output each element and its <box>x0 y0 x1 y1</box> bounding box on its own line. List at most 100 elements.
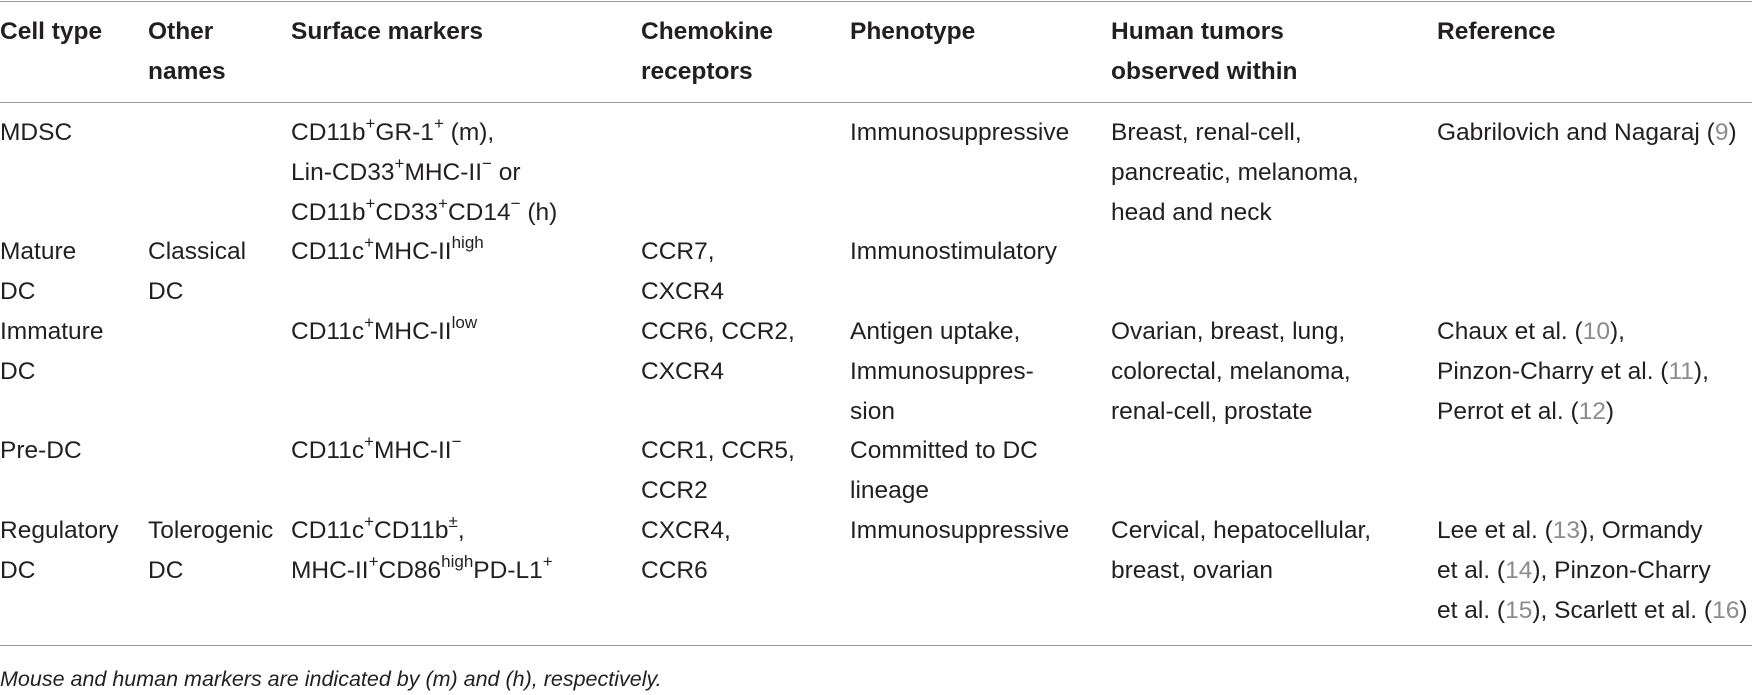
cell-type: Immature <box>0 318 104 345</box>
marker-text: CD33 <box>375 199 439 226</box>
chemokine-receptors: CCR1, CCR5, <box>641 437 795 464</box>
reference-text: ), Ormandy <box>1580 517 1703 544</box>
chemokine-receptors: CXCR4, <box>641 517 731 544</box>
reference-text: ) <box>1739 597 1748 624</box>
cell-type: DC <box>0 557 36 584</box>
marker-text: CD11b <box>374 517 449 544</box>
phenotype: Immunosuppres- <box>850 358 1034 385</box>
reference-number-link[interactable]: 12 <box>1578 398 1606 425</box>
reference-line: et al. (15), Scarlett et al. (16) <box>1437 591 1748 631</box>
marker-text: MHC-II <box>374 437 452 464</box>
cell-type: Mature <box>0 238 77 265</box>
header-human-tumors: Human tumors <box>1111 18 1284 45</box>
reference-number-link[interactable]: 16 <box>1712 597 1740 624</box>
marker-superscript: + <box>364 431 375 451</box>
marker-text: CD11c <box>291 517 365 544</box>
marker-text: or <box>491 159 521 186</box>
marker-superscript: high <box>451 232 484 252</box>
reference-text: et al. ( <box>1437 557 1506 584</box>
reference-line: Gabrilovich and Nagaraj (9) <box>1437 113 1737 153</box>
other-names: DC <box>148 278 184 305</box>
marker-text: PD-L1 <box>473 557 543 584</box>
human-tumors: Ovarian, breast, lung, <box>1111 318 1346 345</box>
header-other-names: names <box>148 58 226 85</box>
marker-superscript: − <box>482 153 492 173</box>
header-human-tumors: observed within <box>1111 58 1298 85</box>
header-chemokine-receptors: Chemokine <box>641 18 774 45</box>
reference-text: ), Scarlett et al. ( <box>1532 597 1713 624</box>
other-names: DC <box>148 557 184 584</box>
cell-type: DC <box>0 358 36 385</box>
human-tumors: renal-cell, prostate <box>1111 398 1313 425</box>
other-names: Classical <box>148 238 247 265</box>
reference-number-link[interactable]: 13 <box>1552 517 1581 544</box>
marker-text: (h) <box>520 199 558 226</box>
header-bottom-rule <box>0 102 1752 103</box>
marker-text: (m), <box>443 119 495 146</box>
reference-line: et al. (14), Pinzon-Charry <box>1437 551 1711 591</box>
marker-superscript: + <box>368 551 379 571</box>
header-reference: Reference <box>1437 18 1556 45</box>
reference-number-link[interactable]: 14 <box>1505 557 1533 584</box>
surface-marker-line: CD11b+CD33+CD14− (h) <box>291 193 557 233</box>
marker-text: CD11b <box>291 119 366 146</box>
cell-type: Pre-DC <box>0 437 82 464</box>
surface-marker-line: Lin-CD33+MHC-II− or <box>291 153 521 193</box>
surface-marker-line: CD11c+MHC-IIhigh <box>291 232 484 272</box>
chemokine-receptors: CCR6 <box>641 557 708 584</box>
chemokine-receptors: CCR7, <box>641 238 715 265</box>
reference-number-link[interactable]: 11 <box>1668 358 1694 385</box>
reference-text: Lee et al. ( <box>1437 517 1553 544</box>
table-top-rule <box>0 1 1752 2</box>
marker-text: GR-1 <box>375 119 434 146</box>
marker-text: CD14 <box>447 199 511 226</box>
marker-text: MHC-II <box>291 557 369 584</box>
chemokine-receptors: CXCR4 <box>641 278 725 305</box>
marker-superscript: + <box>542 551 553 571</box>
human-tumors: Cervical, hepatocellular, <box>1111 517 1372 544</box>
reference-number-link[interactable]: 9 <box>1714 119 1729 146</box>
human-tumors: head and neck <box>1111 199 1272 226</box>
chemokine-receptors: CXCR4 <box>641 358 725 385</box>
phenotype: Antigen uptake, <box>850 318 1021 345</box>
marker-text: CD11c <box>291 318 365 345</box>
reference-text: Chaux et al. ( <box>1437 318 1583 345</box>
reference-number-link[interactable]: 10 <box>1582 318 1610 345</box>
marker-text: Lin-CD33 <box>291 159 395 186</box>
human-tumors: Breast, renal-cell, <box>1111 119 1302 146</box>
surface-marker-line: CD11c+CD11b±, <box>291 511 465 551</box>
chemokine-receptors: CCR2 <box>641 477 708 504</box>
surface-marker-line: CD11b+GR-1+ (m), <box>291 113 494 153</box>
reference-text: et al. ( <box>1437 597 1506 624</box>
marker-text: CD11c <box>291 437 365 464</box>
header-surface-markers: Surface markers <box>291 18 484 45</box>
reference-text: ) <box>1728 119 1737 146</box>
marker-superscript: − <box>451 431 462 451</box>
human-tumors: pancreatic, melanoma, <box>1111 159 1359 186</box>
surface-marker-line: MHC-II+CD86highPD-L1+ <box>291 551 553 591</box>
marker-text: CD86 <box>378 557 442 584</box>
table-footnote: Mouse and human markers are indicated by… <box>0 667 662 691</box>
reference-line: Perrot et al. (12) <box>1437 392 1614 432</box>
other-names: Tolerogenic <box>148 517 274 544</box>
chemokine-receptors: CCR6, CCR2, <box>641 318 795 345</box>
reference-number-link[interactable]: 15 <box>1505 597 1533 624</box>
header-phenotype: Phenotype <box>850 18 976 45</box>
marker-superscript: + <box>364 232 375 252</box>
marker-superscript: + <box>365 193 376 213</box>
phenotype: Immunosuppressive <box>850 119 1070 146</box>
human-tumors: breast, ovarian <box>1111 557 1274 584</box>
phenotype: lineage <box>850 477 930 504</box>
marker-superscript: + <box>365 113 376 133</box>
marker-superscript: ± <box>448 511 458 531</box>
marker-superscript: + <box>364 312 375 332</box>
reference-text: Gabrilovich and Nagaraj ( <box>1437 119 1715 146</box>
marker-superscript: + <box>438 193 448 213</box>
reference-text: ), <box>1693 358 1709 385</box>
cell-type: MDSC <box>0 119 73 146</box>
phenotype: Immunostimulatory <box>850 238 1057 265</box>
marker-text: MHC-II <box>374 318 452 345</box>
header-cell-type: Cell type <box>0 18 103 45</box>
reference-line: Pinzon-Charry et al. (11), <box>1437 352 1709 392</box>
cell-type: DC <box>0 278 36 305</box>
